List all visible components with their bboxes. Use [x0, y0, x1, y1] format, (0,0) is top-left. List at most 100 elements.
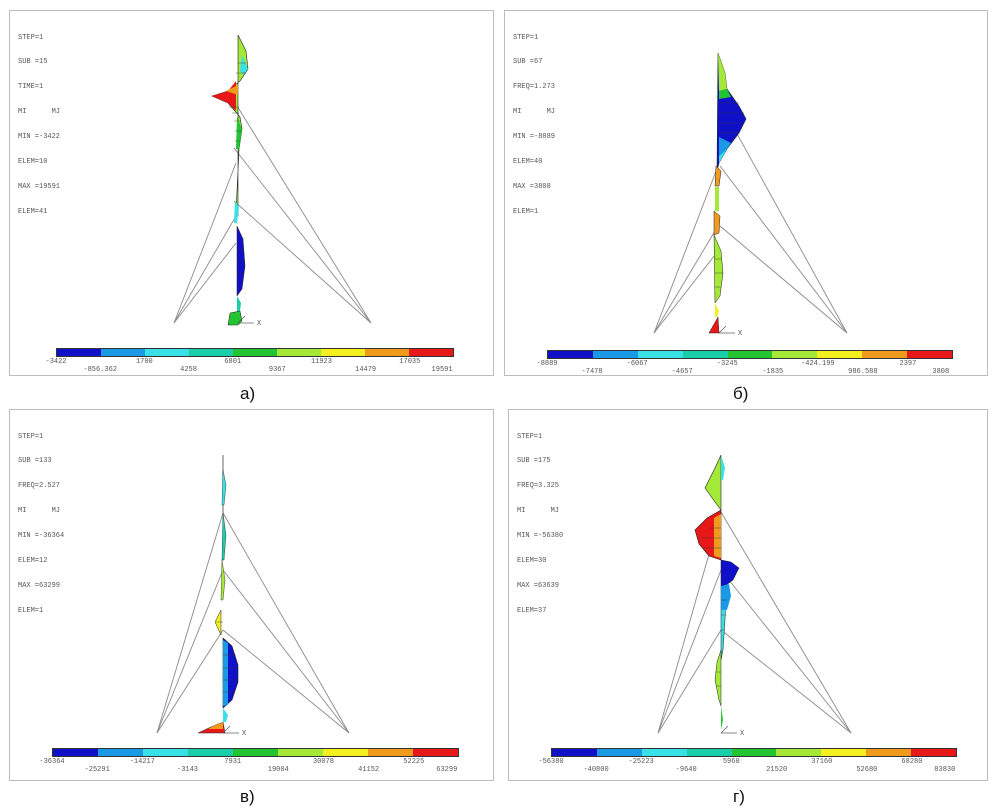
- legend-swatch: [320, 349, 365, 356]
- legend-tick-bottom: -40800: [583, 766, 609, 774]
- legend-tick-top: 6801: [224, 358, 242, 366]
- panel-v: STEP=1 SUB =133 FREQ=2.527 MI MJ MIN =-3…: [9, 409, 494, 781]
- legend-swatch: [322, 749, 368, 756]
- legend-tick-top: 52225: [403, 758, 425, 766]
- legend-swatch: [57, 349, 101, 356]
- legend-swatch: [144, 349, 189, 356]
- info-line: MAX =63299: [18, 581, 61, 590]
- structure-plot: X: [657, 454, 852, 738]
- legend-tick-top: 37160: [811, 758, 833, 766]
- info-line: ELEM=30: [517, 557, 547, 566]
- legend-swatch: [596, 749, 642, 756]
- color-legend: -8889 -6067 -3245 -424.199 2397 -7478 -4…: [536, 350, 953, 378]
- legend-swatch: [862, 351, 907, 358]
- legend-tick-bottom: 9367: [268, 366, 286, 374]
- legend-tick-bottom: 19004: [267, 766, 289, 774]
- legend-swatch: [821, 749, 867, 756]
- legend-tick-top: 17035: [399, 358, 421, 366]
- info-line: STEP=1: [517, 432, 543, 441]
- info-line: MI MJ: [18, 507, 61, 516]
- legend-swatch: [53, 749, 98, 756]
- legend-tick-top: 11923: [310, 358, 332, 366]
- legend-swatch: [412, 749, 458, 756]
- info-block: STEP=1 SUB =67 FREQ=1.273 MI MJ MIN =-88…: [513, 17, 555, 233]
- legend-swatch: [727, 351, 773, 358]
- legend-swatch: [682, 351, 728, 358]
- legend-tick-bottom: 63299: [436, 766, 458, 774]
- panel-b: STEP=1 SUB =67 FREQ=1.273 MI MJ MIN =-88…: [504, 10, 988, 376]
- panel-a: STEP=1 SUB =15 TIME=1 MI MJ MIN =-3422 E…: [9, 10, 494, 376]
- legend-tick-top: 2397: [899, 360, 917, 368]
- info-line: MI MJ: [517, 507, 560, 516]
- legend-swatch: [686, 749, 732, 756]
- legend-swatch: [641, 749, 687, 756]
- info-line: STEP=1: [18, 432, 44, 441]
- info-line: SUB =15: [18, 58, 48, 67]
- moment-diagram: [708, 52, 747, 334]
- legend-tick-bottom: -1835: [762, 368, 784, 376]
- info-line: ELEM=41: [18, 207, 48, 216]
- legend-swatch: [276, 349, 321, 356]
- axis-triad: X: [237, 315, 262, 328]
- legend-tick-bottom: -25291: [84, 766, 110, 774]
- info-line: ELEM=37: [517, 606, 547, 615]
- legend-tick-bottom: 3808: [932, 368, 950, 376]
- info-line: MIN =-8889: [513, 133, 556, 142]
- axis-triad: X: [720, 725, 745, 738]
- legend-swatch: [97, 749, 143, 756]
- truss-lines: [156, 512, 350, 734]
- legend-swatch: [866, 749, 911, 756]
- legend-tick-top: -8889: [536, 360, 558, 368]
- legend-tick-top: -14217: [129, 758, 155, 766]
- legend-tick-top: 7931: [224, 758, 242, 766]
- info-line: ELEM=1: [18, 606, 44, 615]
- legend-tick-bottom: -3143: [177, 766, 199, 774]
- legend-tick-bottom: -856.362: [83, 366, 117, 374]
- legend-tick-bottom: 83830: [934, 766, 956, 774]
- legend-bar: [547, 350, 953, 359]
- svg-text:X: X: [257, 320, 262, 328]
- legend-tick-top: 30078: [312, 758, 334, 766]
- legend-bar: [551, 748, 957, 757]
- info-block: STEP=1 SUB =175 FREQ=3.325 MI MJ MIN =-5…: [517, 416, 563, 632]
- legend-swatch: [232, 349, 277, 356]
- info-block: STEP=1 SUB =15 TIME=1 MI MJ MIN =-3422 E…: [18, 17, 60, 233]
- legend-tick-top: -36364: [39, 758, 65, 766]
- legend-tick-top: -424.199: [800, 360, 835, 368]
- truss-lines: [653, 102, 848, 334]
- legend-swatch: [142, 749, 188, 756]
- legend-swatch: [552, 749, 597, 756]
- legend-swatch: [731, 749, 777, 756]
- legend-tick-bottom: 52680: [856, 766, 878, 774]
- info-line: STEP=1: [513, 33, 539, 42]
- legend-tick-bottom: -7478: [581, 368, 603, 376]
- axis-triad: X: [718, 325, 743, 338]
- structure-plot: X: [156, 455, 350, 738]
- legend-tick-top: -6067: [626, 360, 648, 368]
- caption-g: г): [733, 787, 745, 806]
- legend-tick-bottom: 14479: [355, 366, 377, 374]
- legend-tick-top: 1700: [135, 358, 153, 366]
- color-legend: -36364 -14217 7931 30078 52225 -25291 -3…: [39, 748, 459, 776]
- info-line: MIN =-36364: [18, 532, 65, 541]
- info-line: MI MJ: [513, 108, 556, 117]
- info-line: SUB =133: [18, 457, 52, 466]
- legend-tick-top: 5960: [722, 758, 740, 766]
- info-line: ELEM=12: [18, 557, 48, 566]
- svg-text:X: X: [242, 730, 247, 738]
- moment-diagram: [211, 34, 249, 326]
- legend-swatch: [907, 351, 952, 358]
- moment-diagram: [694, 454, 740, 730]
- legend-tick-bottom: 19591: [431, 366, 453, 374]
- info-line: MAX =63639: [517, 581, 560, 590]
- legend-tick-top: -56380: [538, 758, 564, 766]
- legend-swatch: [100, 349, 145, 356]
- info-block: STEP=1 SUB =133 FREQ=2.527 MI MJ MIN =-3…: [18, 416, 64, 632]
- svg-text:X: X: [740, 730, 745, 738]
- legend-tick-bottom: -9640: [675, 766, 697, 774]
- info-line: FREQ=1.273: [513, 83, 556, 92]
- color-legend: -3422 1700 6801 11923 17035 -856.362 425…: [45, 348, 454, 376]
- info-line: MIN =-56380: [517, 532, 564, 541]
- legend-swatch: [188, 349, 233, 356]
- legend-tick-top: -3422: [45, 358, 67, 366]
